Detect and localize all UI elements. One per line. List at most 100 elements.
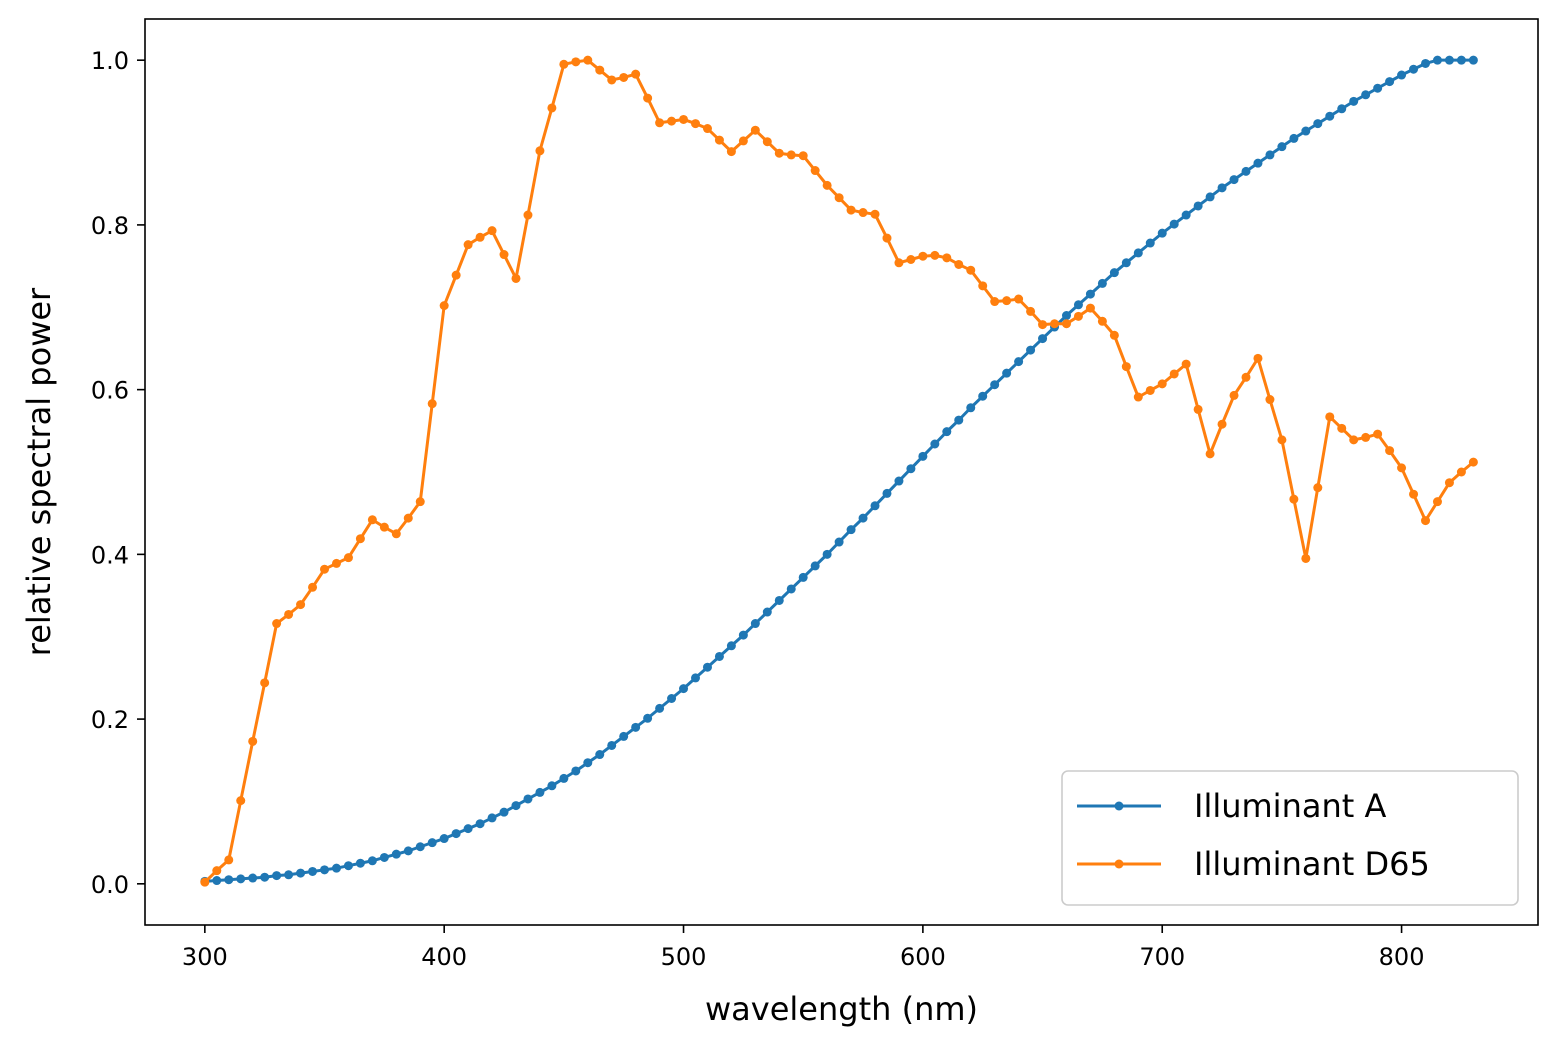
data-point	[1109, 330, 1119, 340]
data-point	[583, 758, 593, 768]
data-point	[667, 116, 677, 126]
data-point	[1157, 228, 1167, 238]
data-point	[1193, 201, 1203, 211]
data-point	[990, 297, 1000, 307]
data-point	[846, 525, 856, 535]
data-point	[702, 124, 712, 134]
y-tick-label: 0.4	[91, 541, 129, 569]
axes-frame	[144, 18, 1539, 926]
data-point	[547, 781, 557, 791]
data-point	[415, 842, 425, 852]
data-point	[619, 72, 629, 82]
data-point	[1444, 478, 1454, 488]
data-point	[559, 773, 569, 783]
data-point	[882, 488, 892, 498]
data-point	[595, 750, 605, 760]
data-point	[738, 630, 748, 640]
data-point	[1277, 142, 1287, 152]
data-point	[1241, 372, 1251, 382]
data-point	[1217, 419, 1227, 429]
data-point	[762, 607, 772, 617]
data-point	[1014, 294, 1024, 304]
y-tick-label: 0.2	[91, 706, 129, 734]
data-point	[786, 584, 796, 594]
data-point	[643, 713, 653, 723]
data-point	[343, 553, 353, 563]
data-point	[1205, 192, 1215, 202]
data-point	[798, 151, 808, 161]
data-point	[200, 877, 210, 887]
data-point	[1181, 210, 1191, 220]
data-point	[1373, 83, 1383, 93]
data-point	[248, 873, 258, 883]
data-point	[870, 501, 880, 511]
legend-swatch-marker	[1114, 801, 1124, 811]
data-point	[1026, 306, 1036, 316]
data-point	[439, 301, 449, 311]
data-point	[487, 813, 497, 823]
data-point	[714, 135, 724, 145]
data-point	[954, 415, 964, 425]
data-point	[355, 534, 365, 544]
data-point	[511, 801, 521, 811]
data-point	[1277, 435, 1287, 445]
y-tick-label: 1.0	[91, 47, 129, 75]
data-point	[391, 849, 401, 859]
data-point	[272, 619, 282, 629]
data-point	[475, 232, 485, 242]
data-point	[308, 866, 318, 876]
data-point	[631, 722, 641, 732]
data-point	[846, 205, 856, 215]
data-point	[571, 766, 581, 776]
data-point	[1385, 446, 1395, 456]
data-point	[595, 65, 605, 75]
data-point	[1409, 489, 1419, 499]
data-point	[212, 866, 222, 876]
data-point	[750, 125, 760, 135]
data-point	[1229, 175, 1239, 185]
data-point	[571, 57, 581, 67]
x-tick-label: 500	[661, 943, 707, 971]
data-point	[296, 600, 306, 610]
data-point	[631, 69, 641, 79]
data-point	[1038, 320, 1048, 330]
data-point	[1325, 111, 1335, 121]
data-point	[1085, 303, 1095, 313]
data-point	[619, 731, 629, 741]
data-point	[1133, 248, 1143, 258]
data-point	[272, 871, 282, 881]
data-point	[1313, 119, 1323, 129]
data-point	[320, 564, 330, 574]
data-point	[990, 380, 1000, 390]
data-point	[1432, 55, 1442, 65]
data-point	[726, 147, 736, 157]
data-point	[1217, 183, 1227, 193]
series-illuminant-d65	[200, 55, 1478, 887]
data-point	[1397, 70, 1407, 80]
legend-item: Illuminant D65	[1077, 845, 1430, 883]
data-point	[1145, 385, 1155, 395]
data-point	[1205, 449, 1215, 459]
data-point	[810, 561, 820, 571]
data-point	[1253, 158, 1263, 168]
data-point	[978, 281, 988, 291]
data-point	[870, 209, 880, 219]
data-point	[834, 537, 844, 547]
data-point	[667, 694, 677, 703]
data-point	[691, 673, 700, 683]
data-point	[858, 208, 868, 218]
data-point	[260, 678, 270, 688]
data-point	[320, 865, 330, 875]
data-point	[499, 250, 509, 260]
data-point	[439, 834, 449, 844]
data-point	[1229, 390, 1239, 400]
data-point	[655, 118, 665, 128]
data-point	[954, 259, 964, 269]
data-point	[607, 740, 617, 750]
data-point	[403, 846, 413, 856]
data-point	[894, 476, 904, 486]
data-point	[882, 233, 892, 243]
data-point	[906, 464, 916, 474]
